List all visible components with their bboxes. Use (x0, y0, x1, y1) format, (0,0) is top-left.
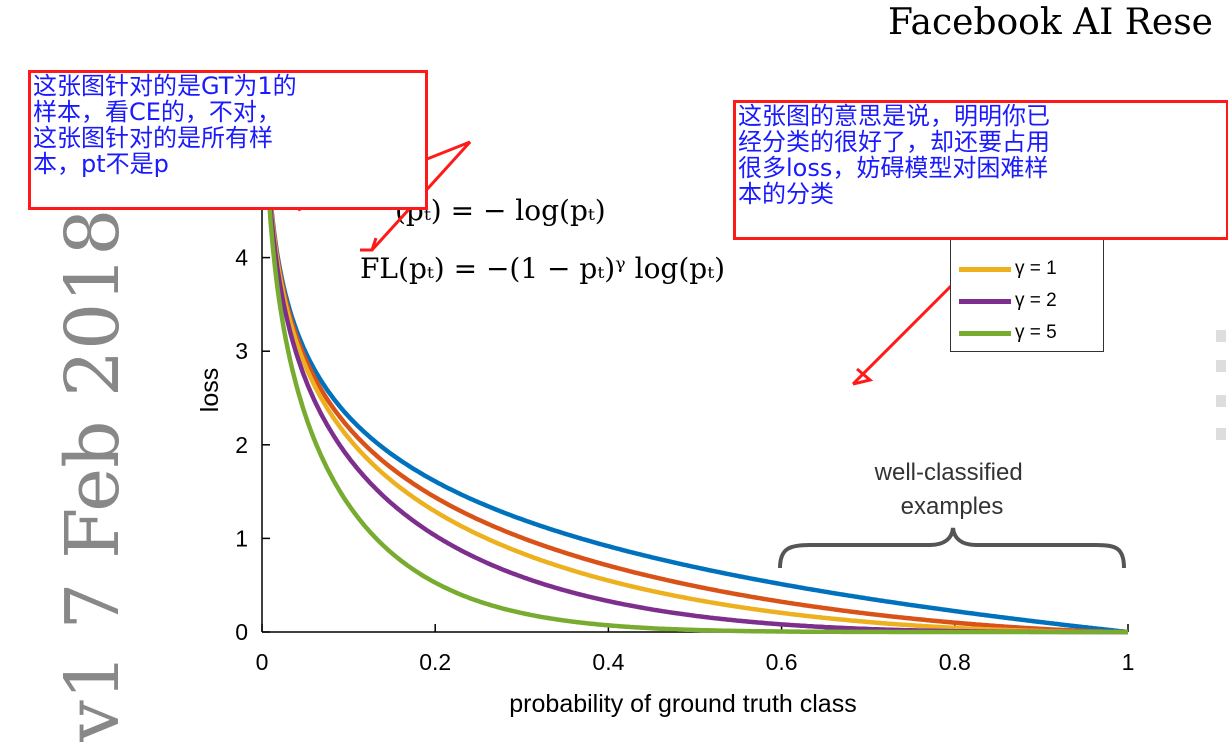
x-axis-label: probability of ground truth class (509, 690, 856, 718)
legend-swatch (959, 266, 1011, 272)
fl-formula: FL(pₜ) = −(1 − pₜ)ᵞ log(pₜ) (360, 252, 725, 285)
x-tick-label: 0.2 (419, 649, 451, 675)
edge-mark (1216, 428, 1226, 440)
edge-mark (1216, 360, 1226, 372)
legend-swatch (959, 298, 1011, 304)
edge-mark (1216, 395, 1226, 407)
y-tick-label: 2 (235, 432, 248, 458)
series-line-gamma-1 (266, 176, 1129, 635)
legend-label: γ = 1 (1015, 258, 1057, 279)
edge-mark (1216, 330, 1226, 342)
y-tick-label: 3 (235, 338, 248, 364)
y-tick-label: 1 (235, 525, 248, 551)
series-line-gamma-0_5 (266, 174, 1129, 635)
x-tick-label: 0.4 (592, 649, 624, 675)
plot-axes: 0 0.2 0.4 0.6 0.8 1 0 1 2 3 4 (235, 144, 1134, 675)
well-classified-brace (778, 527, 1126, 569)
legend-item-gamma-2: γ = 2 (959, 290, 1057, 311)
x-tick-label: 0.6 (766, 649, 798, 675)
brace-label-line-2: examples (901, 493, 1004, 520)
x-tick-label: 0.8 (939, 649, 971, 675)
brace-label: well-classified examples (874, 459, 1030, 520)
legend-label: γ = 5 (1015, 322, 1057, 343)
legend-swatch (959, 330, 1011, 336)
y-axis-label: loss (196, 368, 224, 412)
left-annotation-note: 这张图针对的是GT为1的 样本，看CE的，不对， 这张图针对的是所有样 本，pt… (28, 70, 428, 210)
legend-item-gamma-5: γ = 5 (959, 322, 1057, 343)
y-tick-label: 0 (235, 619, 248, 645)
y-tick-label: 4 (235, 245, 248, 271)
arxiv-date-stamp: v1 7 Feb 2018 (50, 209, 136, 742)
legend-label: γ = 2 (1015, 290, 1057, 311)
series-line-gamma-5 (266, 190, 1129, 635)
x-tick-label: 1 (1122, 649, 1135, 675)
series-line-gamma-0 (266, 173, 1129, 635)
legend-item-gamma-1: γ = 1 (959, 258, 1057, 279)
brace-label-line-1: well-classified (874, 459, 1023, 486)
plot-curves (266, 173, 1129, 635)
header-text: Facebook AI Rese (888, 2, 1213, 43)
right-annotation-note: 这张图的意思是说，明明你已 经分类的很好了，却还要占用 很多loss，妨碍模型对… (733, 100, 1228, 240)
ce-formula: (pₜ) = − log(pₜ) (395, 194, 606, 227)
x-tick-label: 0 (256, 649, 269, 675)
